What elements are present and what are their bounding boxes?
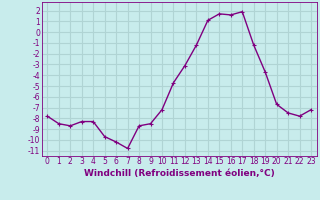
X-axis label: Windchill (Refroidissement éolien,°C): Windchill (Refroidissement éolien,°C) (84, 169, 275, 178)
